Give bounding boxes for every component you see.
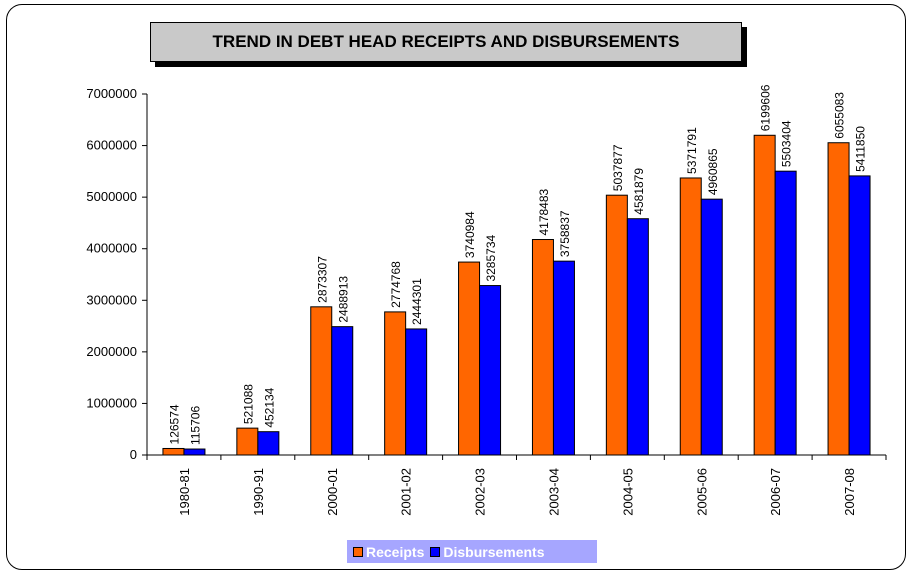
x-tick-label: 2006-07	[768, 468, 783, 516]
x-tick-label: 2007-08	[842, 468, 857, 516]
legend-label-disbursements: Disbursements	[443, 543, 545, 560]
data-label-receipts: 3740984	[463, 211, 477, 258]
data-label-disbursements: 2488913	[336, 276, 350, 323]
bar-receipts	[827, 142, 850, 456]
bar-disbursements	[405, 328, 428, 456]
bar-receipts	[310, 306, 333, 456]
data-label-disbursements: 3285734	[484, 235, 498, 282]
bar-disbursements	[183, 448, 206, 456]
bar-disbursements	[700, 198, 723, 456]
data-label-receipts: 521088	[241, 384, 255, 424]
y-tick-label: 0	[130, 447, 137, 462]
y-tick-label: 4000000	[86, 241, 137, 256]
data-label-disbursements: 2444301	[410, 278, 424, 325]
x-tick-label: 1990-91	[251, 468, 266, 516]
bar-receipts	[531, 239, 554, 456]
data-label-receipts: 2774768	[389, 261, 403, 308]
data-label-disbursements: 115706	[188, 406, 202, 445]
legend-swatch-receipts	[353, 546, 363, 557]
legend-swatch-disbursements	[430, 546, 441, 557]
bar-disbursements	[774, 170, 797, 456]
x-tick-label: 2001-02	[399, 468, 414, 516]
bar-disbursements	[257, 431, 280, 456]
bar-receipts	[679, 177, 702, 456]
data-label-receipts: 6199606	[759, 84, 773, 131]
y-tick-label: 2000000	[86, 344, 137, 359]
bar-disbursements	[552, 260, 575, 456]
data-label-receipts: 5371791	[685, 127, 699, 174]
bar-disbursements	[479, 285, 502, 456]
bar-disbursements	[626, 218, 649, 456]
data-label-disbursements: 4960865	[706, 148, 720, 195]
legend-item-receipts: Receipts	[353, 544, 424, 560]
x-tick-label: 2005-06	[694, 468, 709, 516]
chart-frame	[6, 4, 906, 570]
data-label-disbursements: 5411850	[854, 126, 868, 172]
data-label-receipts: 5037877	[611, 144, 625, 191]
y-tick-label: 7000000	[86, 86, 137, 101]
bar-receipts	[605, 194, 628, 456]
data-label-receipts: 126574	[167, 404, 181, 444]
chart-title: TREND IN DEBT HEAD RECEIPTS AND DISBURSE…	[150, 22, 742, 62]
bar-receipts	[162, 447, 185, 456]
bar-receipts	[753, 134, 776, 456]
data-label-receipts: 2873307	[315, 256, 329, 303]
bar-receipts	[384, 311, 407, 456]
x-tick-label: 2003-04	[546, 468, 561, 516]
y-tick-label: 6000000	[86, 138, 137, 153]
data-label-disbursements: 452134	[262, 387, 276, 427]
legend-label-receipts: Receipts	[366, 543, 425, 560]
y-tick-label: 5000000	[86, 189, 137, 204]
x-tick-label: 2000-01	[325, 468, 340, 516]
x-tick-label: 2002-03	[473, 468, 488, 516]
data-label-receipts: 6055083	[833, 92, 847, 139]
data-label-disbursements: 3758837	[558, 210, 572, 257]
data-label-disbursements: 4581879	[632, 168, 646, 215]
data-label-disbursements: 5503404	[780, 120, 794, 167]
bar-receipts	[458, 261, 481, 456]
chart-title-box: TREND IN DEBT HEAD RECEIPTS AND DISBURSE…	[150, 22, 747, 67]
y-tick-label: 1000000	[86, 395, 137, 410]
data-label-receipts: 4178483	[537, 188, 551, 235]
x-tick-label: 1980-81	[177, 468, 192, 516]
bar-receipts	[236, 427, 259, 456]
y-tick-label: 3000000	[86, 292, 137, 307]
bar-disbursements	[331, 326, 354, 456]
x-tick-label: 2004-05	[620, 468, 635, 516]
bar-disbursements	[848, 175, 871, 456]
legend: Receipts Disbursements	[347, 540, 597, 563]
legend-item-disbursements: Disbursements	[430, 543, 545, 560]
